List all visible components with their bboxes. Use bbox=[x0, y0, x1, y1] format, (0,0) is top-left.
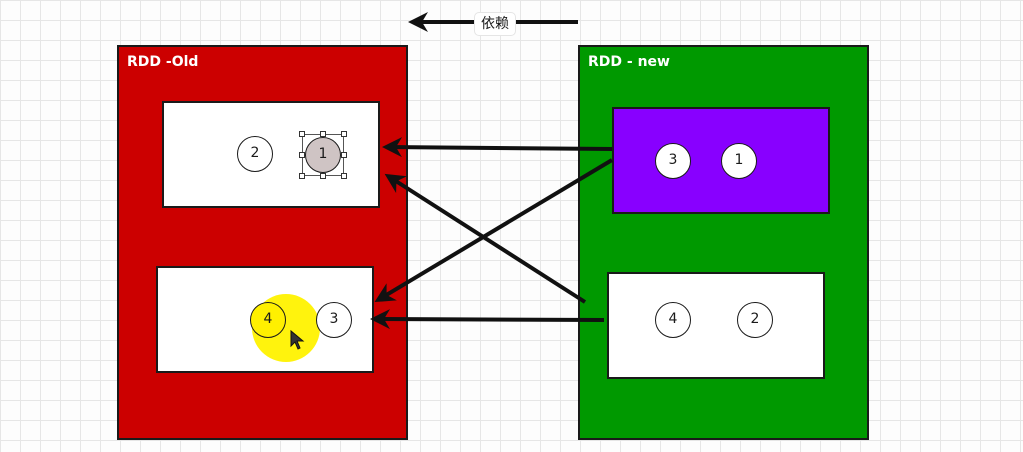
partition-badge[interactable]: 2 bbox=[237, 136, 273, 172]
partition-badge[interactable]: 4 bbox=[250, 302, 286, 338]
resize-handle[interactable] bbox=[299, 152, 305, 158]
resize-handle[interactable] bbox=[341, 173, 347, 179]
dependency-label: 依赖 bbox=[474, 12, 516, 36]
resize-handle[interactable] bbox=[320, 173, 326, 179]
dependency-arrow bbox=[374, 158, 614, 303]
partition-badge[interactable]: 4 bbox=[655, 302, 691, 338]
partition-badge-selected[interactable]: 1 bbox=[305, 137, 341, 173]
rdd-old-title: RDD -Old bbox=[127, 54, 199, 70]
dependency-arrow bbox=[384, 173, 587, 304]
partition-badge[interactable]: 2 bbox=[737, 302, 773, 338]
partition-badge[interactable]: 3 bbox=[655, 143, 691, 179]
partition-badge[interactable]: 1 bbox=[721, 143, 757, 179]
resize-handle[interactable] bbox=[299, 131, 305, 137]
mouse-pointer-icon bbox=[290, 329, 305, 350]
dependency-arrow bbox=[370, 309, 605, 330]
rdd-new-partition-1[interactable] bbox=[612, 107, 830, 214]
resize-handle[interactable] bbox=[341, 131, 347, 137]
resize-handle[interactable] bbox=[320, 131, 326, 137]
dependency-arrow bbox=[382, 137, 613, 158]
partition-badge[interactable]: 3 bbox=[316, 302, 352, 338]
rdd-new-partition-2[interactable] bbox=[607, 272, 825, 379]
resize-handle[interactable] bbox=[299, 173, 305, 179]
resize-handle[interactable] bbox=[341, 152, 347, 158]
rdd-new-title: RDD - new bbox=[588, 54, 670, 70]
